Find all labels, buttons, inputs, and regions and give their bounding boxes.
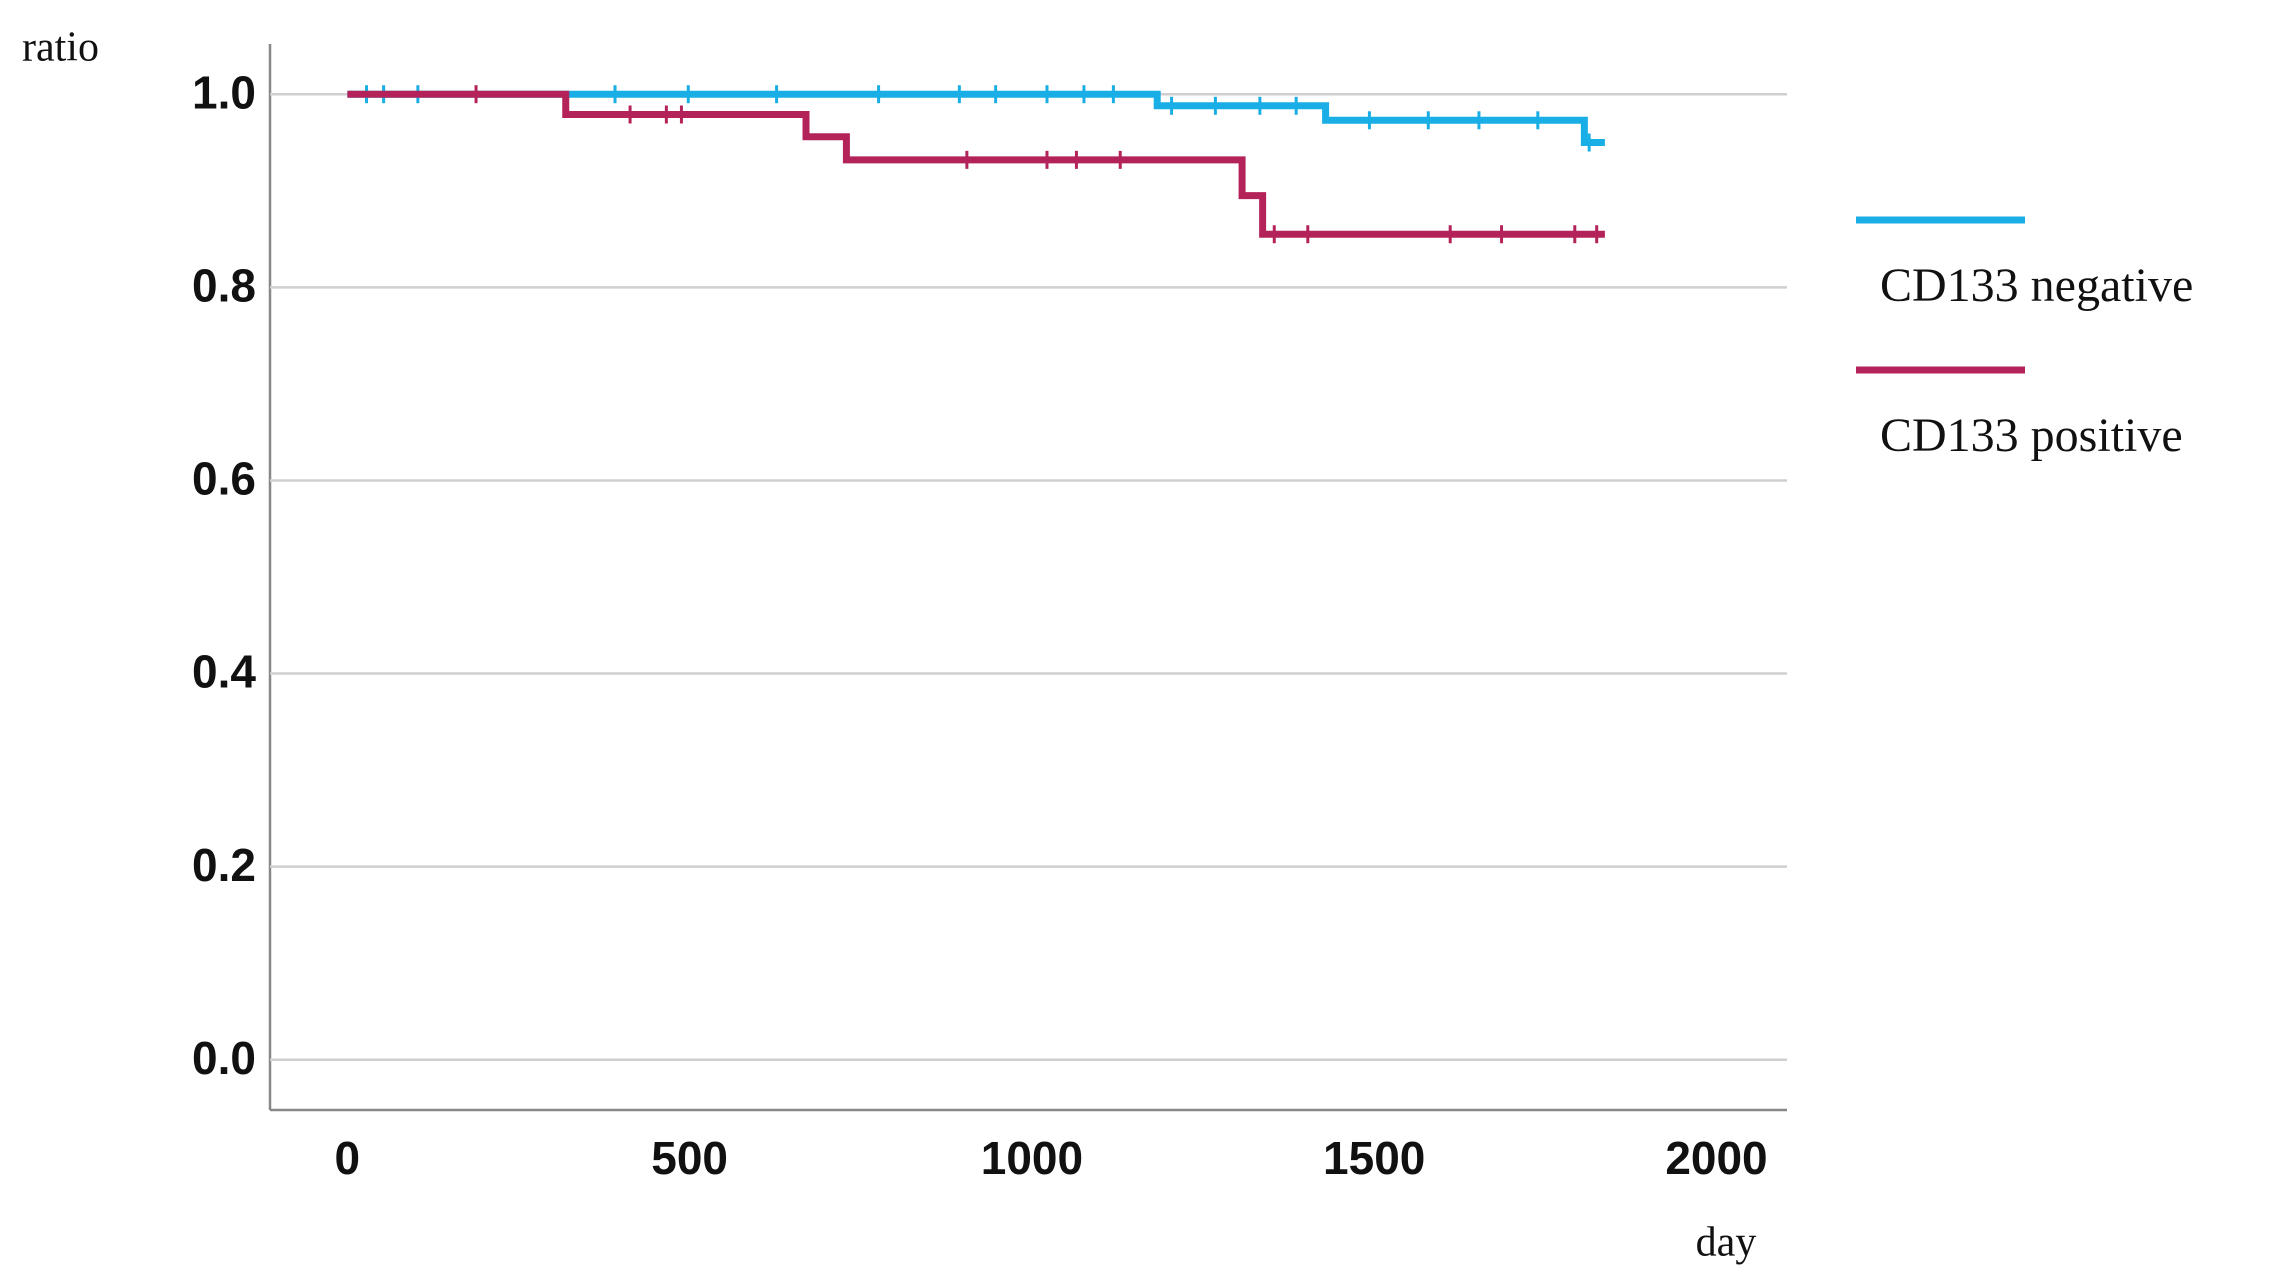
survival-line	[347, 90, 1605, 238]
y-tick-label: 0.2	[192, 839, 256, 891]
y-tick-label: 1.0	[192, 66, 256, 118]
y-tick-label: 0.0	[192, 1032, 256, 1084]
y-tick-label: 0.8	[192, 259, 256, 311]
y-axis-label: ratio	[22, 25, 99, 71]
x-tick-label: 2000	[1665, 1132, 1767, 1184]
x-tick-label: 500	[651, 1132, 728, 1184]
y-tick-label: 0.6	[192, 453, 256, 505]
y-tick-label: 0.4	[192, 646, 256, 698]
x-axis-label: day	[1696, 1220, 1757, 1266]
legend-label: CD133 negative	[1880, 259, 2193, 312]
x-tick-label: 1500	[1323, 1132, 1425, 1184]
x-tick-label: 1000	[981, 1132, 1083, 1184]
x-tick-label: 0	[335, 1132, 361, 1184]
survival-line	[347, 90, 1605, 146]
legend-label: CD133 positive	[1880, 409, 2183, 462]
